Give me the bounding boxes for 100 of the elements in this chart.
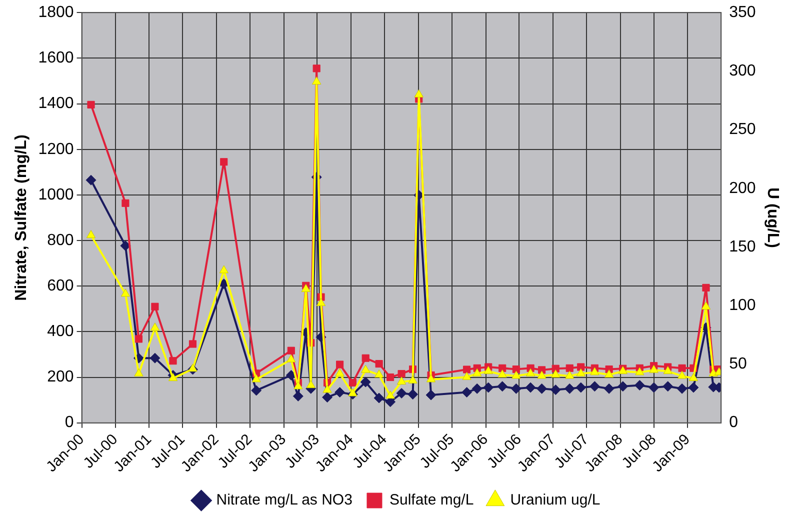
point (408, 389, 418, 400)
point (577, 363, 585, 371)
point (294, 381, 303, 390)
point (375, 360, 383, 368)
point (396, 388, 407, 398)
point (348, 378, 356, 387)
point (552, 364, 560, 372)
point (566, 364, 574, 372)
y-tick-label: 1200 (38, 140, 74, 158)
point (648, 382, 660, 393)
point (396, 376, 406, 385)
point (386, 390, 395, 399)
point (551, 370, 560, 378)
point (635, 367, 644, 376)
y2-tick-label: 50 (729, 356, 748, 373)
legend-label: Sulfate mg/L (389, 492, 474, 509)
point (86, 230, 96, 238)
y2-tick-label: 350 (729, 4, 756, 22)
point (87, 100, 95, 108)
point (565, 370, 574, 379)
point (662, 381, 674, 392)
point (151, 302, 159, 310)
point (576, 382, 586, 393)
point (120, 288, 130, 297)
point (120, 240, 131, 252)
y-tick-label: 1000 (38, 186, 74, 204)
y-tick-label: 600 (47, 278, 74, 294)
point (414, 89, 424, 98)
y-tick-label: 400 (47, 323, 74, 340)
point (484, 366, 493, 374)
point (550, 384, 561, 396)
point (701, 302, 711, 310)
y-tick-label: 800 (47, 232, 74, 249)
point (483, 382, 494, 393)
point (316, 298, 326, 306)
legend-label: Uranium ug/L (510, 492, 600, 509)
y2-tick-label: 200 (729, 180, 756, 197)
point (322, 384, 332, 393)
point (589, 381, 600, 392)
y-tick-label: 1600 (38, 50, 74, 67)
point (564, 383, 575, 394)
point (536, 383, 548, 394)
y-tick-label: 1400 (38, 95, 74, 112)
point (590, 367, 600, 376)
point (604, 370, 614, 378)
y2-tick-label: 100 (729, 297, 756, 314)
point (360, 376, 371, 388)
point (335, 368, 344, 376)
point (537, 370, 546, 379)
point (472, 383, 482, 394)
point (525, 382, 536, 393)
point (510, 383, 522, 394)
point (134, 368, 144, 376)
point (86, 174, 96, 186)
y-tick-label: 1800 (38, 4, 74, 22)
point (348, 388, 358, 396)
point (512, 370, 521, 379)
point (322, 392, 333, 403)
point (169, 357, 177, 365)
point (576, 368, 586, 376)
point (220, 158, 228, 166)
point (385, 396, 396, 408)
point (497, 381, 508, 392)
y2-axis-title: U (ug/L) (764, 188, 781, 248)
point (618, 381, 628, 392)
point (526, 368, 536, 376)
point (251, 385, 262, 396)
y-tick-label: 200 (47, 368, 74, 386)
point (312, 64, 320, 72)
point (336, 360, 344, 368)
point (462, 372, 472, 380)
point (498, 364, 506, 372)
point (649, 364, 658, 373)
point (408, 375, 418, 384)
y-tick-label: 0 (64, 414, 74, 432)
point (306, 380, 316, 388)
point (188, 364, 198, 372)
point (426, 374, 436, 382)
point (702, 284, 710, 292)
point (312, 76, 322, 85)
point (334, 387, 346, 398)
point (286, 370, 296, 380)
point (386, 373, 394, 382)
point (374, 392, 384, 404)
y2-tick-label: 150 (729, 238, 756, 256)
point (688, 373, 698, 382)
point (286, 354, 296, 362)
point (188, 340, 197, 348)
point (168, 373, 178, 382)
legend-label: Nitrate mg/L as NO3 (216, 492, 352, 509)
point (150, 322, 160, 331)
point (134, 335, 143, 343)
point (678, 364, 686, 372)
point (462, 366, 471, 374)
point (292, 390, 304, 402)
point (287, 346, 295, 354)
point (301, 284, 310, 292)
point (663, 366, 672, 374)
point (426, 390, 436, 400)
point (512, 365, 520, 374)
